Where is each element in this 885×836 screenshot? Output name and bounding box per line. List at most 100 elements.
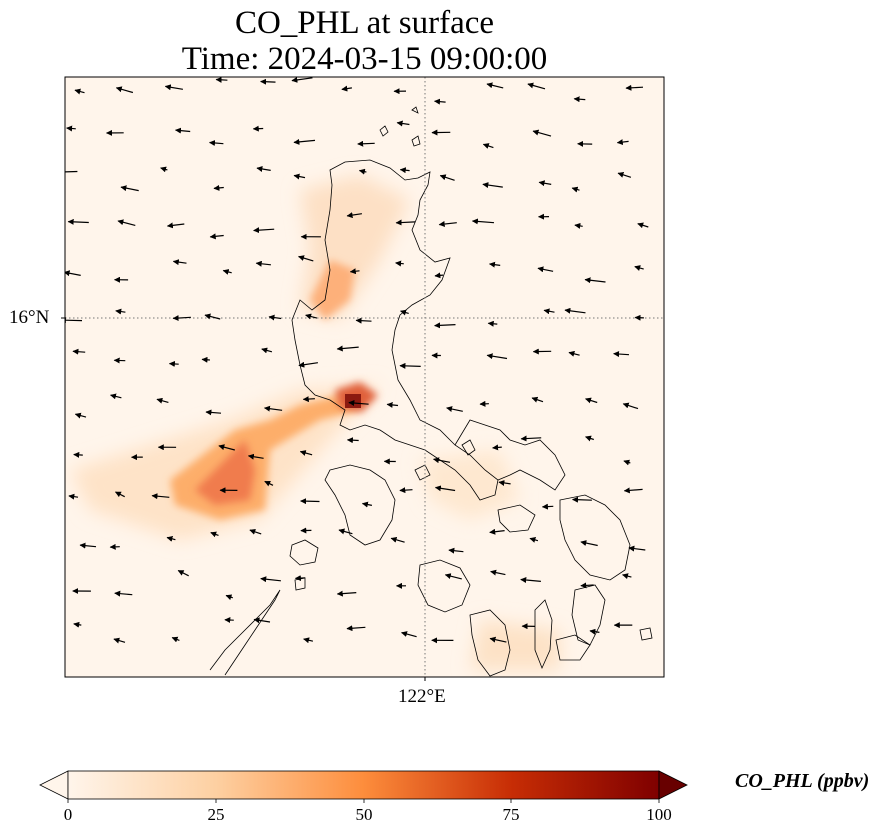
wind-arrow [205,409,222,416]
colorbar-tick-75: 75 [502,805,520,824]
wind-arrow [336,345,359,352]
wind-arrow [622,402,639,410]
negros-coastline [469,609,511,677]
wind-arrow [298,255,314,262]
wind-arrow [68,493,79,500]
island-6 [294,577,306,591]
wind-arrow [433,457,451,464]
wind-arrow [268,314,282,321]
wind-arrow [490,569,506,576]
wind-arrow [529,537,539,543]
wind-arrow [482,182,503,189]
wind-arrow [166,222,185,229]
wind-arrow [434,322,456,329]
wind-arrow [489,261,501,268]
wind-arrow [117,219,136,226]
wind-arrow [492,444,502,451]
wind-arrow [574,222,583,229]
island-3 [411,106,419,114]
wind-arrow [300,498,320,505]
wind-arrow [571,186,580,193]
wind-arrow [65,168,78,175]
bicol-coastline [454,419,566,491]
wind-arrow [471,218,495,225]
wind-arrow [213,184,224,191]
wind-arrow [66,125,76,132]
wind-arrow [357,140,375,147]
wind-arrow [65,317,83,324]
wind-arrow [110,393,122,400]
wind-arrow [204,313,221,320]
wind-arrow [210,531,219,538]
colorbar-tick-50: 50 [355,805,373,824]
busuanga-coastline [289,539,319,566]
wind-arrow [396,120,410,127]
wind-arrow [256,166,271,172]
wind-arrow [537,266,554,273]
wind-arrow [448,547,464,554]
wind-arrow [348,400,369,407]
wind-arrow [225,594,233,601]
island-7 [639,627,653,641]
wind-arrow [399,167,410,174]
wind-arrow [72,348,86,355]
wind-arrow [438,221,457,227]
wind-arrow [113,637,126,644]
wind-arrow [395,219,416,226]
wind-arrow [172,315,191,322]
colorbar-tick-25: 25 [207,805,225,824]
wind-arrow [67,218,89,225]
wind-arrow [584,277,606,284]
colorbar-gradient [67,770,660,800]
wind-arrow [395,260,404,267]
wind-arrow [628,545,646,552]
colorbar [39,770,688,803]
colorbar-tickmarks [67,799,660,803]
wind-arrow [114,491,125,498]
wind-arrow [531,396,544,403]
cebu-coastline [534,599,553,670]
wind-arrow [156,397,169,404]
wind-arrow [209,139,224,146]
wind-arrow [175,127,191,134]
wind-arrow [177,569,189,577]
wind-arrow [260,78,276,85]
wind-arrow [65,270,81,277]
wind-arrow [623,487,643,494]
wind-arrow [255,260,271,267]
wind-arrow [585,435,594,442]
island-2 [411,135,421,147]
wind-arrow [361,501,373,508]
wind-arrow [489,636,507,643]
wind-arrow [613,351,630,358]
wind-arrow [166,535,176,542]
colorbar-extend-low [39,770,69,800]
wind-arrow [580,540,598,547]
wind-arrow [625,84,644,91]
wind-arrow [532,129,552,137]
bohol-coastline [555,634,591,661]
wind-arrow [264,405,283,412]
wind-arrow [573,96,586,103]
wind-arrow [218,444,235,451]
wind-arrow [222,269,232,275]
colorbar-extend-high [658,770,688,800]
wind-arrow [336,590,357,597]
wind-arrow [247,453,264,460]
colorbar-tick-100: 100 [646,805,672,824]
wind-arrow [498,480,511,486]
map-canvas [61,76,665,681]
wind-arrow [298,361,318,368]
wind-arrow [114,590,133,597]
wind-arrow [346,212,362,219]
wind-arrow [349,268,360,275]
wind-arrow [73,621,82,628]
wind-arrow [399,362,421,369]
wind-arrow [580,582,594,589]
map-frame [64,76,665,678]
plume-north-mid [310,260,355,320]
wind-arrow [434,485,456,492]
wind-arrow [623,459,631,466]
wind-arrow [538,180,552,187]
wind-vectors [65,77,649,644]
